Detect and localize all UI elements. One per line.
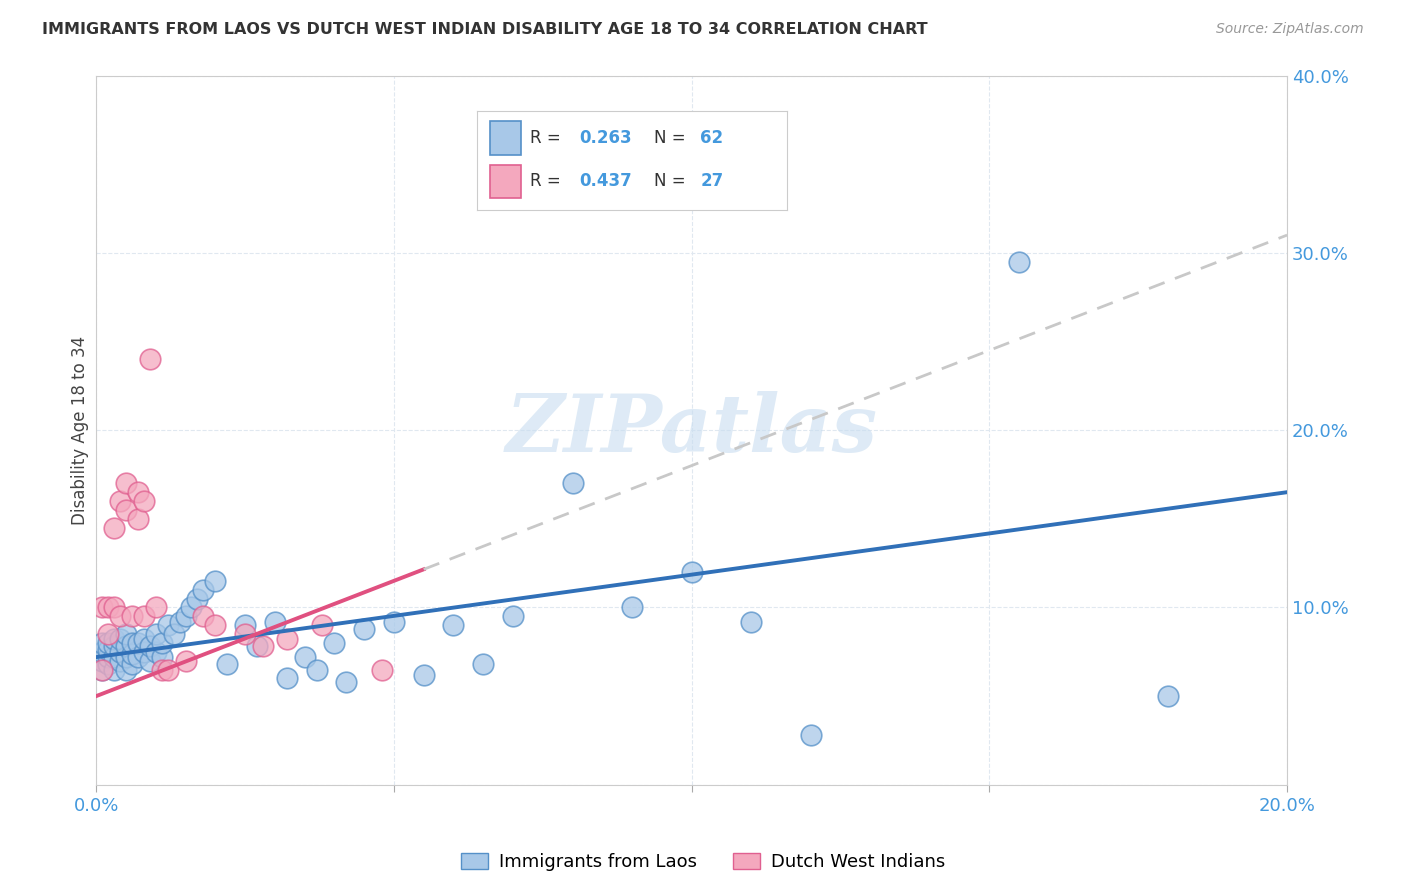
Point — [108, 609, 131, 624]
Point — [621, 600, 644, 615]
Point — [103, 600, 125, 615]
Point — [132, 645, 155, 659]
Point — [193, 609, 215, 624]
Point — [139, 640, 162, 654]
Point — [276, 632, 298, 647]
Point — [502, 609, 524, 624]
Point — [115, 476, 138, 491]
Point — [127, 512, 149, 526]
Point — [174, 609, 197, 624]
Point — [156, 663, 179, 677]
Point — [103, 521, 125, 535]
Point — [91, 600, 114, 615]
Point — [121, 657, 143, 672]
Point — [139, 352, 162, 367]
Point — [97, 650, 120, 665]
Legend: Immigrants from Laos, Dutch West Indians: Immigrants from Laos, Dutch West Indians — [454, 846, 952, 879]
Point — [335, 674, 357, 689]
Point — [412, 668, 434, 682]
Point — [132, 609, 155, 624]
Point — [561, 476, 583, 491]
Point — [108, 654, 131, 668]
Point — [145, 600, 167, 615]
Point — [174, 654, 197, 668]
Point — [169, 615, 191, 629]
Point — [204, 618, 226, 632]
Text: Source: ZipAtlas.com: Source: ZipAtlas.com — [1216, 22, 1364, 37]
Point — [91, 654, 114, 668]
Point — [115, 627, 138, 641]
Point — [800, 728, 823, 742]
Point — [115, 503, 138, 517]
Point — [1157, 689, 1180, 703]
Point — [115, 650, 138, 665]
Point — [162, 627, 184, 641]
Point — [91, 636, 114, 650]
Point — [150, 663, 173, 677]
Point — [150, 636, 173, 650]
Point — [97, 643, 120, 657]
Point — [145, 627, 167, 641]
Y-axis label: Disability Age 18 to 34: Disability Age 18 to 34 — [72, 335, 89, 524]
Point — [97, 657, 120, 672]
Point — [443, 618, 465, 632]
Point — [740, 615, 762, 629]
Point — [263, 615, 285, 629]
Point — [103, 650, 125, 665]
Point — [233, 627, 256, 641]
Point — [180, 600, 202, 615]
Point — [145, 645, 167, 659]
Point — [103, 640, 125, 654]
Point — [108, 632, 131, 647]
Point — [311, 618, 333, 632]
Point — [97, 636, 120, 650]
Point — [139, 654, 162, 668]
Point — [382, 615, 405, 629]
Point — [233, 618, 256, 632]
Point — [108, 494, 131, 508]
Point — [127, 485, 149, 500]
Point — [127, 636, 149, 650]
Point — [97, 627, 120, 641]
Point — [121, 647, 143, 661]
Text: IMMIGRANTS FROM LAOS VS DUTCH WEST INDIAN DISABILITY AGE 18 TO 34 CORRELATION CH: IMMIGRANTS FROM LAOS VS DUTCH WEST INDIA… — [42, 22, 928, 37]
Point — [115, 663, 138, 677]
Point — [472, 657, 495, 672]
Point — [204, 574, 226, 588]
Point — [108, 645, 131, 659]
Point — [103, 663, 125, 677]
Point — [323, 636, 346, 650]
Point — [103, 632, 125, 647]
Point — [305, 663, 328, 677]
Point — [1008, 254, 1031, 268]
Point — [186, 591, 208, 606]
Point — [91, 645, 114, 659]
Text: ZIPatlas: ZIPatlas — [506, 392, 877, 469]
Point — [127, 650, 149, 665]
Point — [246, 640, 269, 654]
Point — [252, 640, 274, 654]
Point — [150, 650, 173, 665]
Point — [276, 672, 298, 686]
Point — [115, 640, 138, 654]
Point — [121, 609, 143, 624]
Point — [132, 632, 155, 647]
Point — [91, 663, 114, 677]
Point — [97, 600, 120, 615]
Point — [353, 622, 375, 636]
Point — [294, 650, 316, 665]
Point — [681, 565, 703, 579]
Point — [193, 582, 215, 597]
Point — [371, 663, 394, 677]
Point — [217, 657, 239, 672]
Point — [121, 636, 143, 650]
Point — [132, 494, 155, 508]
Point — [91, 663, 114, 677]
Point — [156, 618, 179, 632]
